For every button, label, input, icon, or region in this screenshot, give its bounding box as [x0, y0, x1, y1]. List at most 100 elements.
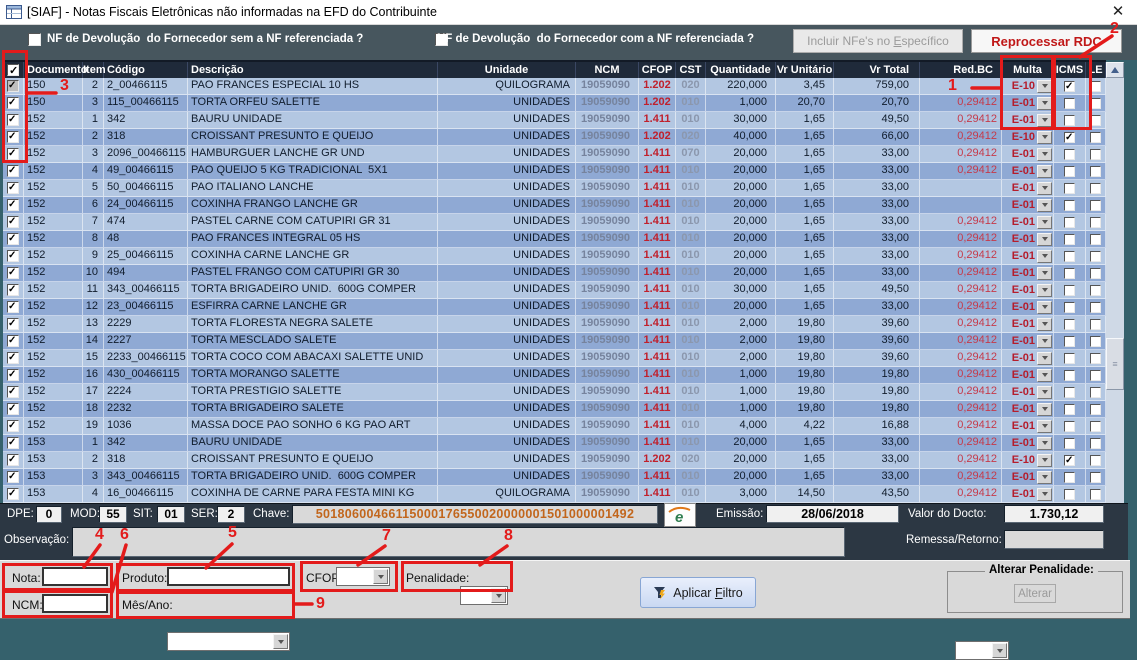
table-row[interactable]: 152 11 343_00466115 TORTA BRIGADEIRO UNI…	[3, 282, 1106, 299]
multa-dropdown-button[interactable]	[1037, 385, 1052, 399]
le-checkbox[interactable]	[1090, 301, 1101, 313]
scroll-up-button[interactable]	[1106, 62, 1124, 78]
icms-checkbox[interactable]	[1064, 165, 1075, 177]
table-row[interactable]: 152 1 342 BAURU UNIDADE UNIDADES 1905909…	[3, 112, 1106, 129]
table-row[interactable]: 150 2 2_00466115 PAO FRANCES ESPECIAL 10…	[3, 78, 1106, 95]
le-checkbox[interactable]	[1090, 352, 1101, 364]
le-checkbox[interactable]	[1090, 250, 1101, 262]
multa-dropdown-button[interactable]	[1037, 300, 1052, 314]
multa-dropdown-button[interactable]	[1037, 130, 1052, 144]
le-checkbox[interactable]	[1090, 233, 1101, 245]
row-checkbox[interactable]	[7, 401, 19, 416]
multa-dropdown-button[interactable]	[1037, 283, 1052, 297]
row-checkbox[interactable]	[7, 129, 19, 144]
icms-checkbox[interactable]	[1064, 216, 1075, 228]
icms-checkbox[interactable]	[1064, 284, 1075, 296]
header-le[interactable]: LE	[1086, 62, 1106, 78]
nfe-logo-icon[interactable]: e	[664, 503, 696, 527]
row-checkbox[interactable]	[7, 146, 19, 161]
reprocessar-rdc-button[interactable]: Reprocessar RDC	[971, 29, 1122, 53]
multa-dropdown-button[interactable]	[1037, 215, 1052, 229]
row-checkbox[interactable]	[7, 180, 19, 195]
icms-checkbox[interactable]	[1064, 420, 1075, 432]
header-cst[interactable]: CST	[676, 62, 706, 78]
multa-dropdown-button[interactable]	[1037, 368, 1052, 382]
nota-input[interactable]	[42, 567, 108, 586]
close-icon[interactable]: ✕	[1111, 3, 1125, 20]
header-codigo[interactable]: Código	[104, 62, 188, 78]
row-checkbox[interactable]	[7, 265, 19, 280]
multa-dropdown-button[interactable]	[1037, 317, 1052, 331]
multa-dropdown-button[interactable]	[1037, 113, 1052, 127]
row-checkbox[interactable]	[7, 214, 19, 229]
multa-dropdown-button[interactable]	[1037, 402, 1052, 416]
multa-dropdown-button[interactable]	[1037, 334, 1052, 348]
le-checkbox[interactable]	[1090, 420, 1101, 432]
row-checkbox[interactable]	[7, 248, 19, 263]
vertical-scrollbar[interactable]: ≡	[1106, 62, 1124, 560]
table-row[interactable]: 152 16 430_00466115 TORTA MORANGO SALETT…	[3, 367, 1106, 384]
table-row[interactable]: 152 2 318 CROISSANT PRESUNTO E QUEIJO UN…	[3, 129, 1106, 146]
table-row[interactable]: 152 6 24_00466115 COXINHA FRANGO LANCHE …	[3, 197, 1106, 214]
produto-input[interactable]	[167, 567, 290, 586]
row-checkbox[interactable]	[7, 367, 19, 382]
header-documento[interactable]: Documento	[24, 62, 88, 78]
table-row[interactable]: 152 12 23_00466115 ESFIRRA CARNE LANCHE …	[3, 299, 1106, 316]
row-checkbox[interactable]	[7, 231, 19, 246]
table-row[interactable]: 152 13 2229 TORTA FLORESTA NEGRA SALETE …	[3, 316, 1106, 333]
row-checkbox[interactable]	[7, 350, 19, 365]
le-checkbox[interactable]	[1090, 199, 1101, 211]
penalidade-select[interactable]	[460, 586, 508, 605]
le-checkbox[interactable]	[1090, 216, 1101, 228]
le-checkbox[interactable]	[1090, 284, 1101, 296]
icms-checkbox[interactable]	[1064, 403, 1075, 415]
alterar-button[interactable]: Alterar	[1014, 584, 1056, 603]
le-checkbox[interactable]	[1090, 182, 1101, 194]
icms-checkbox[interactable]	[1064, 267, 1075, 279]
multa-dropdown-button[interactable]	[1037, 198, 1052, 212]
table-row[interactable]: 152 4 49_00466115 PAO QUEIJO 5 KG TRADIC…	[3, 163, 1106, 180]
header-icms[interactable]: ICMS	[1054, 62, 1086, 78]
header-item[interactable]: Item	[83, 62, 106, 78]
icms-checkbox[interactable]	[1064, 79, 1075, 94]
icms-checkbox[interactable]	[1064, 199, 1075, 211]
table-row[interactable]: 152 15 2233_00466115 TORTA COCO COM ABAC…	[3, 350, 1106, 367]
le-checkbox[interactable]	[1090, 437, 1101, 449]
row-checkbox[interactable]	[7, 486, 19, 501]
table-row[interactable]: 152 10 494 PASTEL FRANGO COM CATUPIRI GR…	[3, 265, 1106, 282]
table-row[interactable]: 152 5 50_00466115 PAO ITALIANO LANCHE UN…	[3, 180, 1106, 197]
le-checkbox[interactable]	[1090, 471, 1101, 483]
multa-dropdown-button[interactable]	[1037, 96, 1052, 110]
icms-checkbox[interactable]	[1064, 148, 1075, 160]
aplicar-filtro-button[interactable]: Aplicar Filtro	[640, 577, 756, 608]
le-checkbox[interactable]	[1090, 369, 1101, 381]
le-checkbox[interactable]	[1090, 80, 1101, 92]
icms-checkbox[interactable]	[1064, 233, 1075, 245]
row-checkbox[interactable]	[7, 197, 19, 212]
row-checkbox[interactable]	[7, 435, 19, 450]
le-checkbox[interactable]	[1090, 97, 1101, 109]
le-checkbox[interactable]	[1090, 335, 1101, 347]
ncm-input[interactable]	[42, 594, 108, 613]
scrollbar-thumb[interactable]: ≡	[1106, 338, 1124, 390]
icms-checkbox[interactable]	[1064, 335, 1075, 347]
table-row[interactable]: 153 2 318 CROISSANT PRESUNTO E QUEIJO UN…	[3, 452, 1106, 469]
header-descricao[interactable]: Descrição	[188, 62, 438, 78]
table-row[interactable]: 152 8 48 PAO FRANCES INTEGRAL 05 HS UNID…	[3, 231, 1106, 248]
cfop-select[interactable]	[336, 567, 390, 586]
icms-checkbox[interactable]	[1064, 471, 1075, 483]
table-row[interactable]: 150 3 115_00466115 TORTA ORFEU SALETTE U…	[3, 95, 1106, 112]
header-cfop[interactable]: CFOP	[639, 62, 676, 78]
multa-dropdown-button[interactable]	[1037, 181, 1052, 195]
select-all-checkbox[interactable]	[7, 63, 19, 79]
header-vr-unitario[interactable]: Vr Unitário	[776, 62, 834, 78]
le-checkbox[interactable]	[1090, 131, 1101, 143]
icms-checkbox[interactable]	[1064, 301, 1075, 313]
incluir-nfe-especifico-button[interactable]: Incluir NFe's no Específico	[793, 29, 963, 53]
row-checkbox[interactable]	[7, 333, 19, 348]
icms-checkbox[interactable]	[1064, 182, 1075, 194]
icms-checkbox[interactable]	[1064, 488, 1075, 500]
table-row[interactable]: 152 7 474 PASTEL CARNE COM CATUPIRI GR 3…	[3, 214, 1106, 231]
alterar-penalidade-select[interactable]	[955, 641, 1009, 660]
icms-checkbox[interactable]	[1064, 318, 1075, 330]
